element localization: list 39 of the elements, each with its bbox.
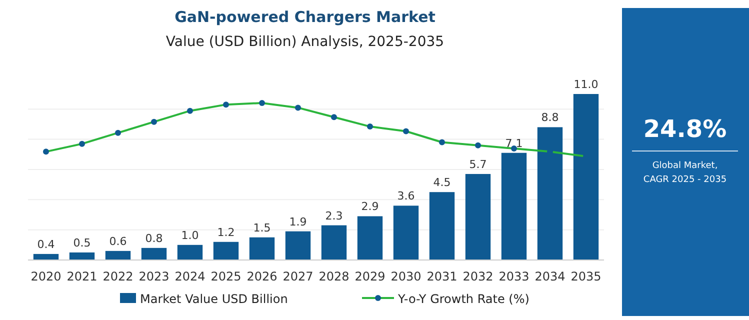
- data-label: 4.5: [433, 176, 451, 190]
- x-tick-label: 2031: [426, 270, 458, 284]
- x-tick-label: 2024: [174, 270, 206, 284]
- x-tick-label: 2027: [282, 270, 314, 284]
- data-label: 3.6: [397, 190, 415, 203]
- x-tick-label: 2023: [138, 270, 170, 284]
- x-tick-label: 2028: [318, 270, 350, 284]
- text: Global Market,: [652, 161, 718, 171]
- data-label: 0.6: [109, 234, 127, 248]
- data-label: 2.3: [325, 209, 343, 222]
- x-tick-label: 2030: [390, 270, 422, 284]
- data-label: 0.4: [37, 238, 55, 251]
- x-tick-label: 2032: [462, 270, 494, 284]
- x-tick-label: 2035: [570, 270, 602, 284]
- data-label: 1.2: [217, 226, 235, 239]
- data-label: 11.0: [574, 78, 598, 91]
- chart-title: GaN-powered Chargers Market: [174, 8, 436, 26]
- data-label: 5.7: [469, 158, 487, 171]
- x-tick-label: 2025: [210, 270, 242, 284]
- legend-label: Y-o-Y Growth Rate (%): [397, 292, 530, 306]
- data-label: 1.9: [289, 215, 307, 228]
- legend-label: Market Value USD Billion: [140, 292, 288, 306]
- chart-subtitle: Value (USD Billion) Analysis, 2025-2035: [166, 34, 444, 50]
- x-tick-label: 2021: [66, 270, 98, 284]
- x-tick-label: 2034: [534, 270, 566, 284]
- text: CAGR 2025 - 2035: [643, 175, 727, 185]
- x-tick-label: 2026: [246, 270, 278, 284]
- data-label: 7.1: [505, 136, 523, 150]
- x-tick-label: 2029: [354, 270, 386, 284]
- text: 24.8%: [643, 115, 727, 143]
- data-label: 0.8: [145, 232, 163, 245]
- data-label: 1.0: [181, 228, 199, 242]
- data-label: 1.5: [253, 221, 271, 234]
- x-tick-label: 2020: [30, 270, 62, 284]
- data-label: 0.5: [73, 236, 91, 250]
- x-tick-label: 2022: [102, 270, 134, 284]
- data-label: 2.9: [361, 200, 379, 214]
- x-tick-label: 2033: [498, 270, 530, 284]
- data-label: 8.8: [541, 111, 559, 124]
